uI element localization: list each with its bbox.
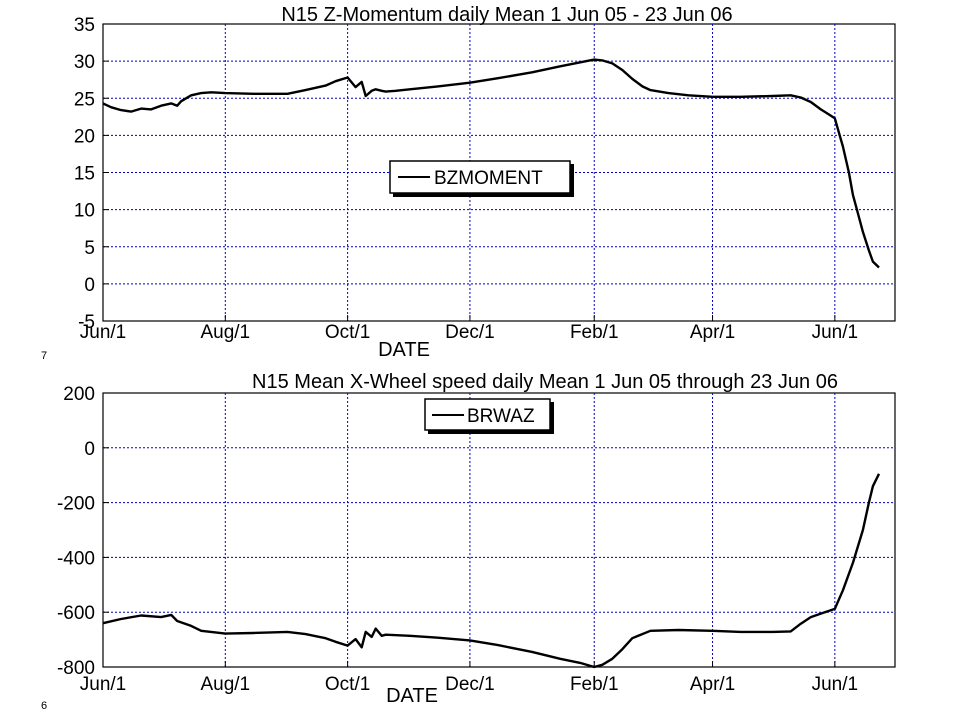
page-number-top: 7 [41,350,47,362]
x-tick-label: Dec/1 [445,322,495,343]
y-tick-label: 25 [74,89,95,110]
y-tick-labels: 200 0 -200 -400 -600 -800 [57,384,95,679]
x-tick-label: Apr/1 [690,322,735,343]
series-line-bzmoment [102,58,880,269]
x-tick-label: Jun/1 [812,322,858,343]
y-tick-label: 20 [74,126,95,147]
chart-z-momentum: 35 30 25 20 15 10 5 0 -5 Jun/1 Aug/1 Oct/1 Dec/1 Feb… [74,4,896,361]
x-tick-label: Feb/1 [570,674,619,695]
y-tick-label: -800 [57,658,95,679]
x-tick-label: Jun/1 [80,322,126,343]
plot-area [102,392,896,668]
series-line-brwaz [102,473,881,669]
tick-marks [102,392,836,668]
y-tick-label: 5 [84,238,95,259]
y-tick-label: 0 [84,439,95,460]
y-tick-label: 30 [74,52,95,73]
y-tick-label: 15 [74,164,95,185]
y-tick-label: 0 [84,275,95,296]
x-tick-label: Oct/1 [325,674,370,695]
y-tick-label: -400 [57,548,95,569]
y-tick-label: 35 [74,15,95,36]
legend-label: BZMOMENT [434,168,543,189]
x-tick-labels: Jun/1 Aug/1 Oct/1 Dec/1 Feb/1 Apr/1 Jun/1 [80,674,858,695]
legend: BRWAZ [424,398,554,434]
x-tick-label: Apr/1 [690,674,735,695]
chart-title: N15 Z-Momentum daily Mean 1 Jun 05 - 23 … [281,4,732,26]
page-number-bottom: 6 [41,700,47,712]
series-lines [102,58,880,269]
y-tick-labels: 35 30 25 20 15 10 5 0 -5 [74,15,95,333]
chart-x-wheel-speed: 200 0 -200 -400 -600 -800 Jun/1 Aug/1 Oct/1 Dec/… [57,371,896,707]
chart-title: N15 Mean X-Wheel speed daily Mean 1 Jun … [252,371,838,393]
x-tick-label: Oct/1 [325,322,370,343]
y-tick-label: 10 [74,201,95,222]
x-tick-label: Jun/1 [80,674,126,695]
x-axis-label: DATE [386,685,438,707]
x-tick-label: Dec/1 [445,674,495,695]
x-axis-label: DATE [378,339,430,361]
x-tick-label: Aug/1 [200,674,250,695]
legend: BZMOMENT [389,160,574,197]
legend-label: BRWAZ [467,406,535,427]
y-tick-label: -200 [57,494,95,515]
x-tick-label: Aug/1 [200,322,250,343]
x-tick-label: Feb/1 [570,322,619,343]
y-tick-label: 200 [63,384,95,405]
grid [103,24,895,321]
x-tick-label: Jun/1 [812,674,858,695]
y-tick-label: -5 [78,312,95,333]
tick-marks [102,23,836,322]
x-tick-labels: Jun/1 Aug/1 Oct/1 Dec/1 Feb/1 Apr/1 Jun/1 [80,322,858,343]
y-tick-label: -600 [57,603,95,624]
series-lines [102,473,881,669]
grid [103,393,895,667]
